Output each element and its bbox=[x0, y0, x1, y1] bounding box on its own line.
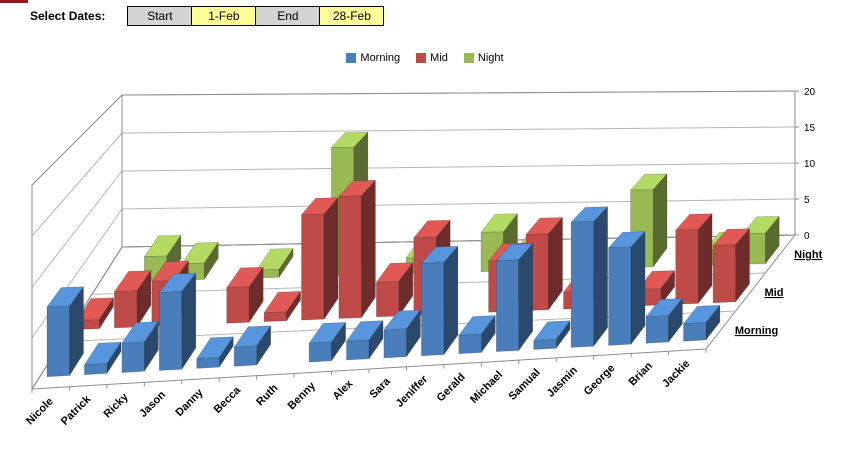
legend-label-mid: Mid bbox=[430, 51, 448, 64]
svg-text:Benny: Benny bbox=[286, 379, 319, 412]
date-controls: Select Dates: Start 1-Feb End 28-Feb bbox=[0, 0, 850, 27]
svg-text:Alex: Alex bbox=[330, 377, 356, 403]
svg-text:0: 0 bbox=[804, 231, 810, 242]
svg-text:10: 10 bbox=[804, 159, 816, 170]
svg-text:Jasmin: Jasmin bbox=[545, 364, 580, 399]
svg-text:Brian: Brian bbox=[627, 360, 656, 389]
svg-text:5: 5 bbox=[804, 195, 810, 206]
legend-swatch-morning bbox=[346, 52, 357, 63]
svg-text:Sara: Sara bbox=[367, 375, 393, 401]
svg-text:George: George bbox=[582, 362, 618, 398]
svg-text:Becca: Becca bbox=[212, 384, 244, 416]
svg-text:Samual: Samual bbox=[506, 367, 542, 403]
svg-text:Patrick: Patrick bbox=[59, 393, 94, 428]
svg-text:Nicole: Nicole bbox=[24, 396, 56, 428]
svg-text:Mid: Mid bbox=[765, 287, 784, 299]
select-dates-label: Select Dates: bbox=[30, 9, 106, 23]
svg-text:Jeniffer: Jeniffer bbox=[394, 373, 431, 410]
legend-label-night: Night bbox=[477, 51, 504, 64]
start-date-cell[interactable]: 1-Feb bbox=[191, 6, 257, 26]
legend-swatch-night bbox=[463, 52, 474, 63]
svg-text:Morning: Morning bbox=[735, 325, 778, 337]
svg-text:Jason: Jason bbox=[137, 389, 168, 420]
end-button[interactable]: End bbox=[255, 6, 321, 26]
legend-swatch-mid bbox=[416, 52, 427, 63]
svg-text:Gerald: Gerald bbox=[435, 371, 468, 404]
svg-text:15: 15 bbox=[804, 123, 816, 134]
legend-label-morning: Morning bbox=[360, 51, 401, 64]
svg-text:20: 20 bbox=[804, 87, 816, 98]
start-button[interactable]: Start bbox=[127, 6, 193, 26]
chart-legend: Morning Mid Night bbox=[0, 51, 850, 64]
svg-text:Michael: Michael bbox=[468, 369, 505, 406]
legend-item-mid: Mid bbox=[416, 52, 448, 64]
date-button-group: Start 1-Feb End 28-Feb bbox=[127, 6, 385, 26]
legend-item-night: Night bbox=[463, 51, 504, 64]
shift-3d-column-chart: 0 5 10 15 20 Morning Mid Night Nicole Patrick Rick… bbox=[24, 87, 823, 428]
legend-item-morning: Morning bbox=[346, 52, 400, 64]
svg-text:Ricky: Ricky bbox=[101, 390, 131, 420]
svg-text:Danny: Danny bbox=[173, 386, 206, 419]
end-date-cell[interactable]: 28-Feb bbox=[319, 6, 385, 26]
screen-edge-fragment bbox=[0, 0, 28, 3]
svg-text:Night: Night bbox=[794, 249, 822, 261]
svg-text:Ruth: Ruth bbox=[254, 382, 280, 408]
svg-text:Jackie: Jackie bbox=[660, 358, 692, 390]
